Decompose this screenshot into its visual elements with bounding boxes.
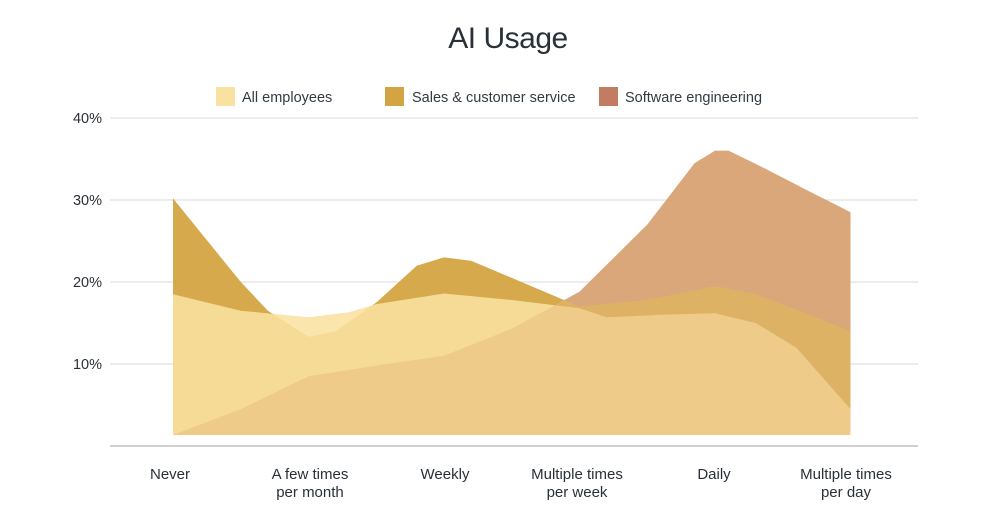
legend-swatch-software-engineering	[599, 87, 618, 106]
y-tick-label: 40%	[73, 111, 102, 127]
tick-labels: 10% 20% 30% 40% Never A few times per month Wee…	[73, 111, 892, 501]
y-tick-label: 10%	[73, 357, 102, 373]
x-tick-label: A few times per month	[272, 466, 349, 501]
legend-swatch-all-employees	[216, 87, 235, 106]
chart-title: AI Usage	[448, 22, 568, 55]
x-tick-label: Weekly	[421, 466, 470, 483]
legend-label: All employees	[242, 90, 332, 106]
x-tick-label: Multiple times per week	[531, 466, 623, 501]
area-series-group	[173, 150, 851, 436]
legend-swatch-sales-customer-service	[385, 87, 404, 106]
y-tick-label: 30%	[73, 193, 102, 209]
legend-label: Software engineering	[625, 90, 762, 106]
x-tick-label: Never	[150, 466, 190, 483]
legend: All employees Sales & customer service Sof…	[216, 87, 762, 106]
legend-label: Sales & customer service	[412, 90, 576, 106]
y-tick-label: 20%	[73, 275, 102, 291]
overlap-blend	[173, 150, 851, 436]
x-tick-label: Multiple times per day	[800, 466, 892, 501]
x-tick-label: Daily	[697, 466, 731, 483]
